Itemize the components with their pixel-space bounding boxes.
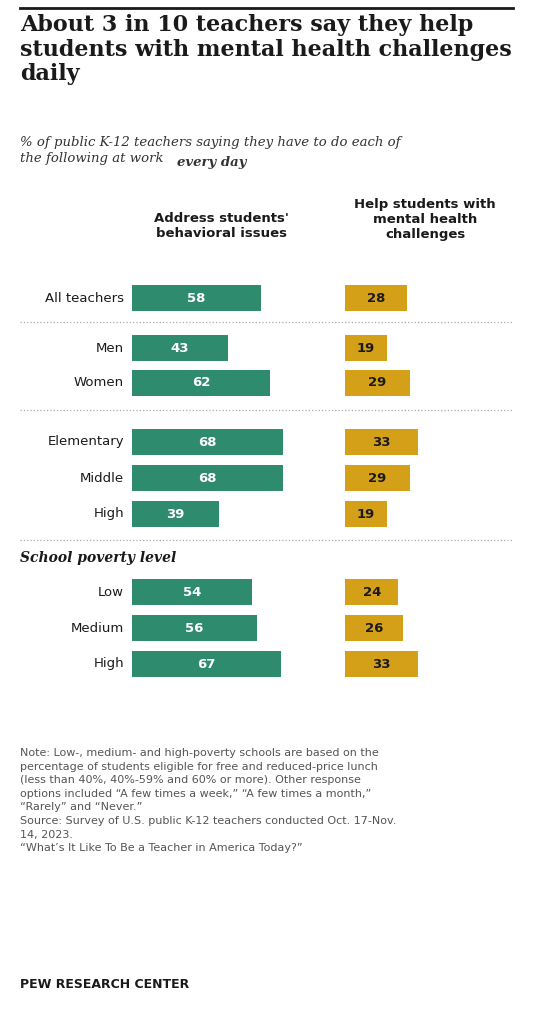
Text: 58: 58 bbox=[187, 292, 206, 304]
Text: 68: 68 bbox=[198, 471, 217, 484]
Bar bbox=[132, 501, 219, 527]
Text: High: High bbox=[93, 508, 124, 520]
Bar bbox=[345, 370, 409, 396]
Text: Elementary: Elementary bbox=[47, 435, 124, 449]
Text: 62: 62 bbox=[192, 377, 210, 389]
Bar bbox=[345, 285, 407, 311]
Text: All teachers: All teachers bbox=[45, 292, 124, 304]
Bar bbox=[345, 335, 387, 361]
Bar bbox=[132, 579, 252, 605]
Text: 24: 24 bbox=[362, 586, 381, 598]
Bar bbox=[132, 335, 228, 361]
Bar bbox=[132, 651, 281, 677]
Text: 33: 33 bbox=[373, 657, 391, 671]
Text: Medium: Medium bbox=[71, 622, 124, 635]
Bar bbox=[345, 615, 403, 641]
Text: 26: 26 bbox=[365, 622, 383, 635]
Text: Women: Women bbox=[74, 377, 124, 389]
Text: Help students with
mental health
challenges: Help students with mental health challen… bbox=[354, 198, 496, 241]
Text: 19: 19 bbox=[357, 341, 375, 354]
Text: PEW RESEARCH CENTER: PEW RESEARCH CENTER bbox=[20, 978, 189, 991]
Text: Middle: Middle bbox=[80, 471, 124, 484]
Text: 29: 29 bbox=[368, 377, 386, 389]
Bar bbox=[132, 429, 284, 455]
Bar bbox=[345, 651, 418, 677]
Text: 56: 56 bbox=[185, 622, 204, 635]
Text: 39: 39 bbox=[166, 508, 184, 520]
Text: 29: 29 bbox=[368, 471, 386, 484]
Text: every day: every day bbox=[177, 156, 247, 169]
Text: 28: 28 bbox=[367, 292, 385, 304]
Bar bbox=[345, 579, 398, 605]
Text: 43: 43 bbox=[171, 341, 189, 354]
Bar bbox=[345, 501, 387, 527]
Text: % of public K-12 teachers saying they have to do each of
the following at work: % of public K-12 teachers saying they ha… bbox=[20, 136, 400, 165]
Text: Address students'
behavioral issues: Address students' behavioral issues bbox=[154, 212, 288, 240]
Text: Low: Low bbox=[98, 586, 124, 598]
Text: About 3 in 10 teachers say they help
students with mental health challenges
dail: About 3 in 10 teachers say they help stu… bbox=[20, 14, 512, 85]
Text: 33: 33 bbox=[373, 435, 391, 449]
Bar bbox=[345, 429, 418, 455]
Bar bbox=[132, 465, 284, 490]
Text: Note: Low-, medium- and high-poverty schools are based on the
percentage of stud: Note: Low-, medium- and high-poverty sch… bbox=[20, 748, 397, 853]
Text: 19: 19 bbox=[357, 508, 375, 520]
Text: High: High bbox=[93, 657, 124, 671]
Text: 68: 68 bbox=[198, 435, 217, 449]
Bar bbox=[132, 285, 261, 311]
Text: 54: 54 bbox=[183, 586, 201, 598]
Text: 67: 67 bbox=[197, 657, 216, 671]
Bar bbox=[132, 370, 270, 396]
Bar bbox=[132, 615, 256, 641]
Text: Men: Men bbox=[96, 341, 124, 354]
Bar bbox=[345, 465, 409, 490]
Text: School poverty level: School poverty level bbox=[20, 551, 176, 565]
